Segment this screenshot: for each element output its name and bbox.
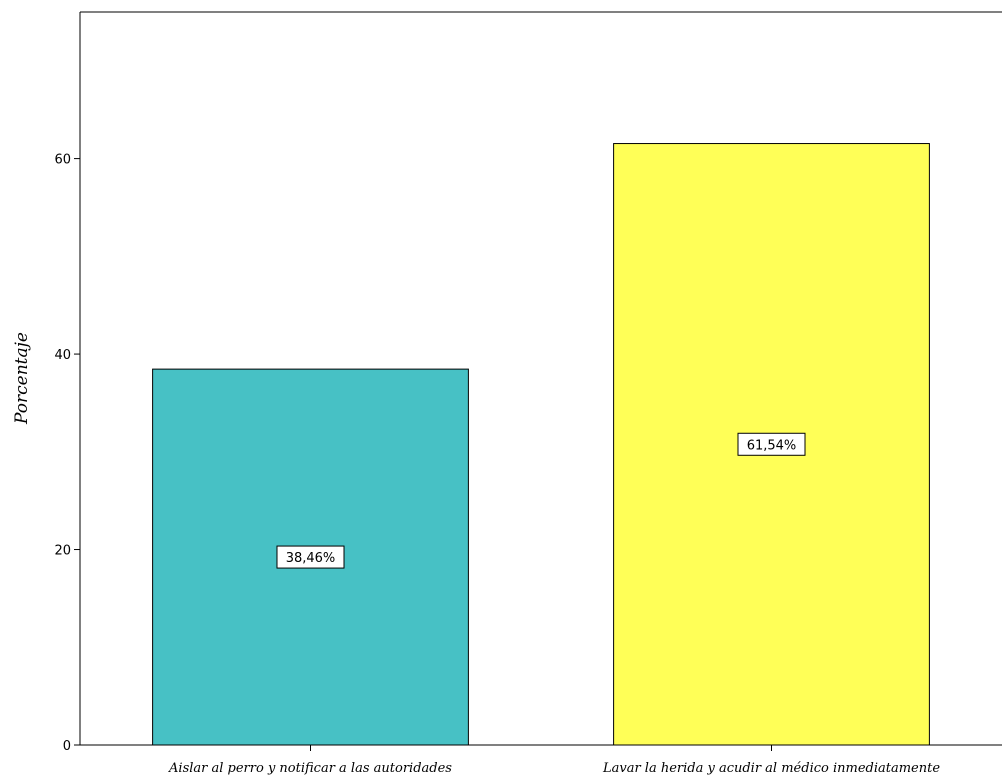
y-tick-label: 40 bbox=[54, 348, 71, 363]
x-axis-group: Aislar al perro y notificar a las autori… bbox=[168, 745, 940, 776]
y-tick-label: 0 bbox=[63, 739, 71, 754]
bars-group bbox=[152, 143, 930, 746]
data-labels-group: 38,46% 61,54% bbox=[276, 432, 806, 569]
x-category-label: Lavar la herida y acudir al médico inmed… bbox=[602, 761, 940, 776]
y-axis-title: Porcentaje bbox=[12, 332, 32, 425]
y-tick-label: 60 bbox=[54, 153, 71, 168]
data-label-box bbox=[276, 545, 345, 569]
data-label: 61,54% bbox=[747, 438, 797, 453]
data-label-box bbox=[737, 432, 806, 456]
x-category-label: Aislar al perro y notificar a las autori… bbox=[168, 761, 452, 776]
data-label: 38,46% bbox=[286, 551, 336, 566]
y-tick-label: 20 bbox=[54, 544, 71, 559]
y-axis-group: 0 20 40 60 bbox=[54, 153, 80, 754]
